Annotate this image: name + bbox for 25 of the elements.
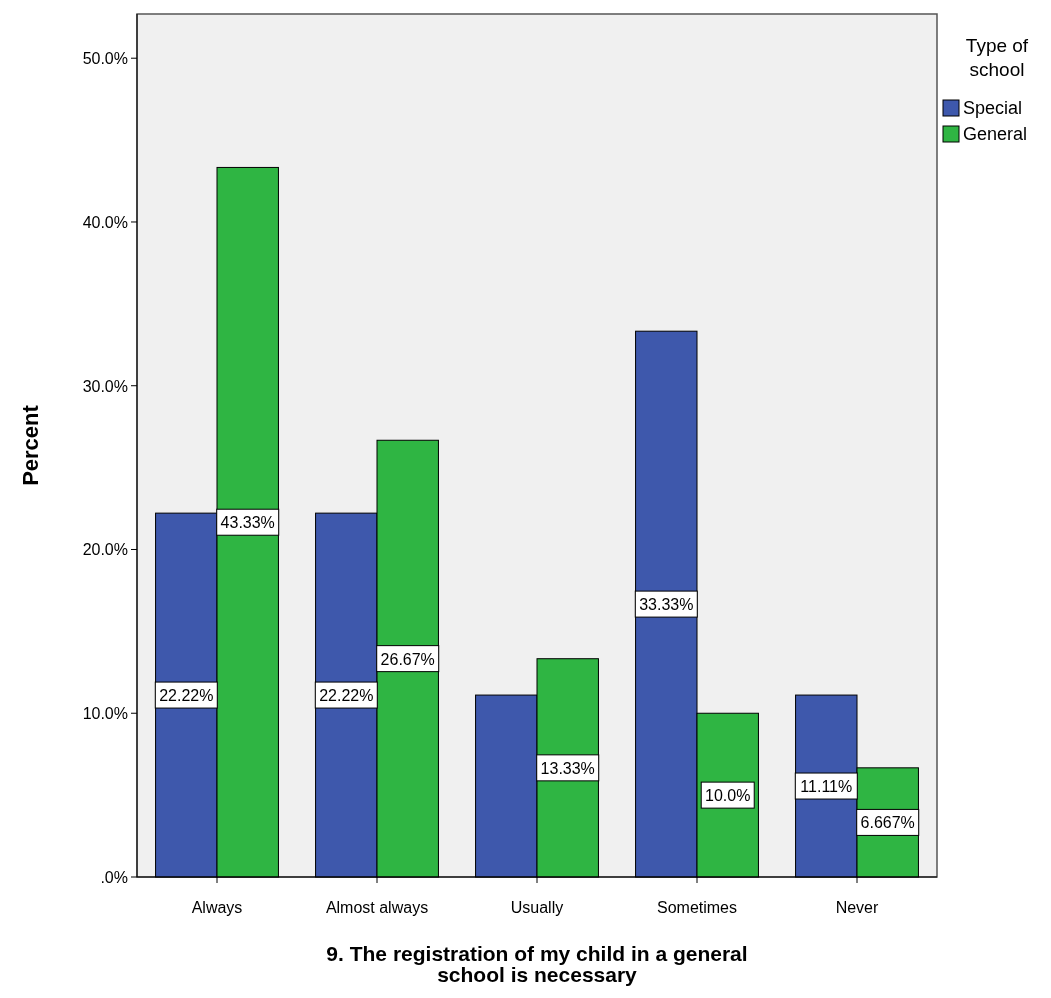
y-axis-title: Percent [18, 404, 43, 486]
y-tick-label: 40.0% [82, 213, 128, 231]
legend-title: Type of school [965, 35, 1029, 80]
x-tick-label: Almost always [325, 899, 429, 916]
legend-label: Special [963, 98, 1023, 118]
x-tick-label: Never [835, 899, 880, 916]
data-label: 26.67% [380, 650, 435, 668]
data-label: 13.33% [540, 759, 595, 777]
data-label: 22.22% [319, 687, 374, 705]
y-tick-label: 30.0% [82, 377, 128, 395]
y-tick-label: 50.0% [82, 50, 128, 68]
x-tick-label: Always [191, 899, 243, 916]
x-axis-title: 9. The registration of my child in a general school is necessary [326, 942, 748, 986]
y-tick-label: .0% [100, 869, 128, 886]
y-tick-label: 10.0% [82, 705, 128, 723]
legend-label: General [963, 124, 1028, 144]
data-label: 6.667% [860, 814, 915, 832]
data-label: 43.33% [220, 514, 275, 532]
x-tick-label: Sometimes [656, 899, 738, 916]
x-tick-label: Usually [510, 899, 564, 916]
data-label: 10.0% [705, 787, 751, 805]
data-label: 33.33% [639, 596, 694, 614]
y-tick-label: 20.0% [82, 541, 128, 559]
data-label: 11.11% [800, 778, 853, 796]
data-label: 22.22% [159, 687, 214, 705]
